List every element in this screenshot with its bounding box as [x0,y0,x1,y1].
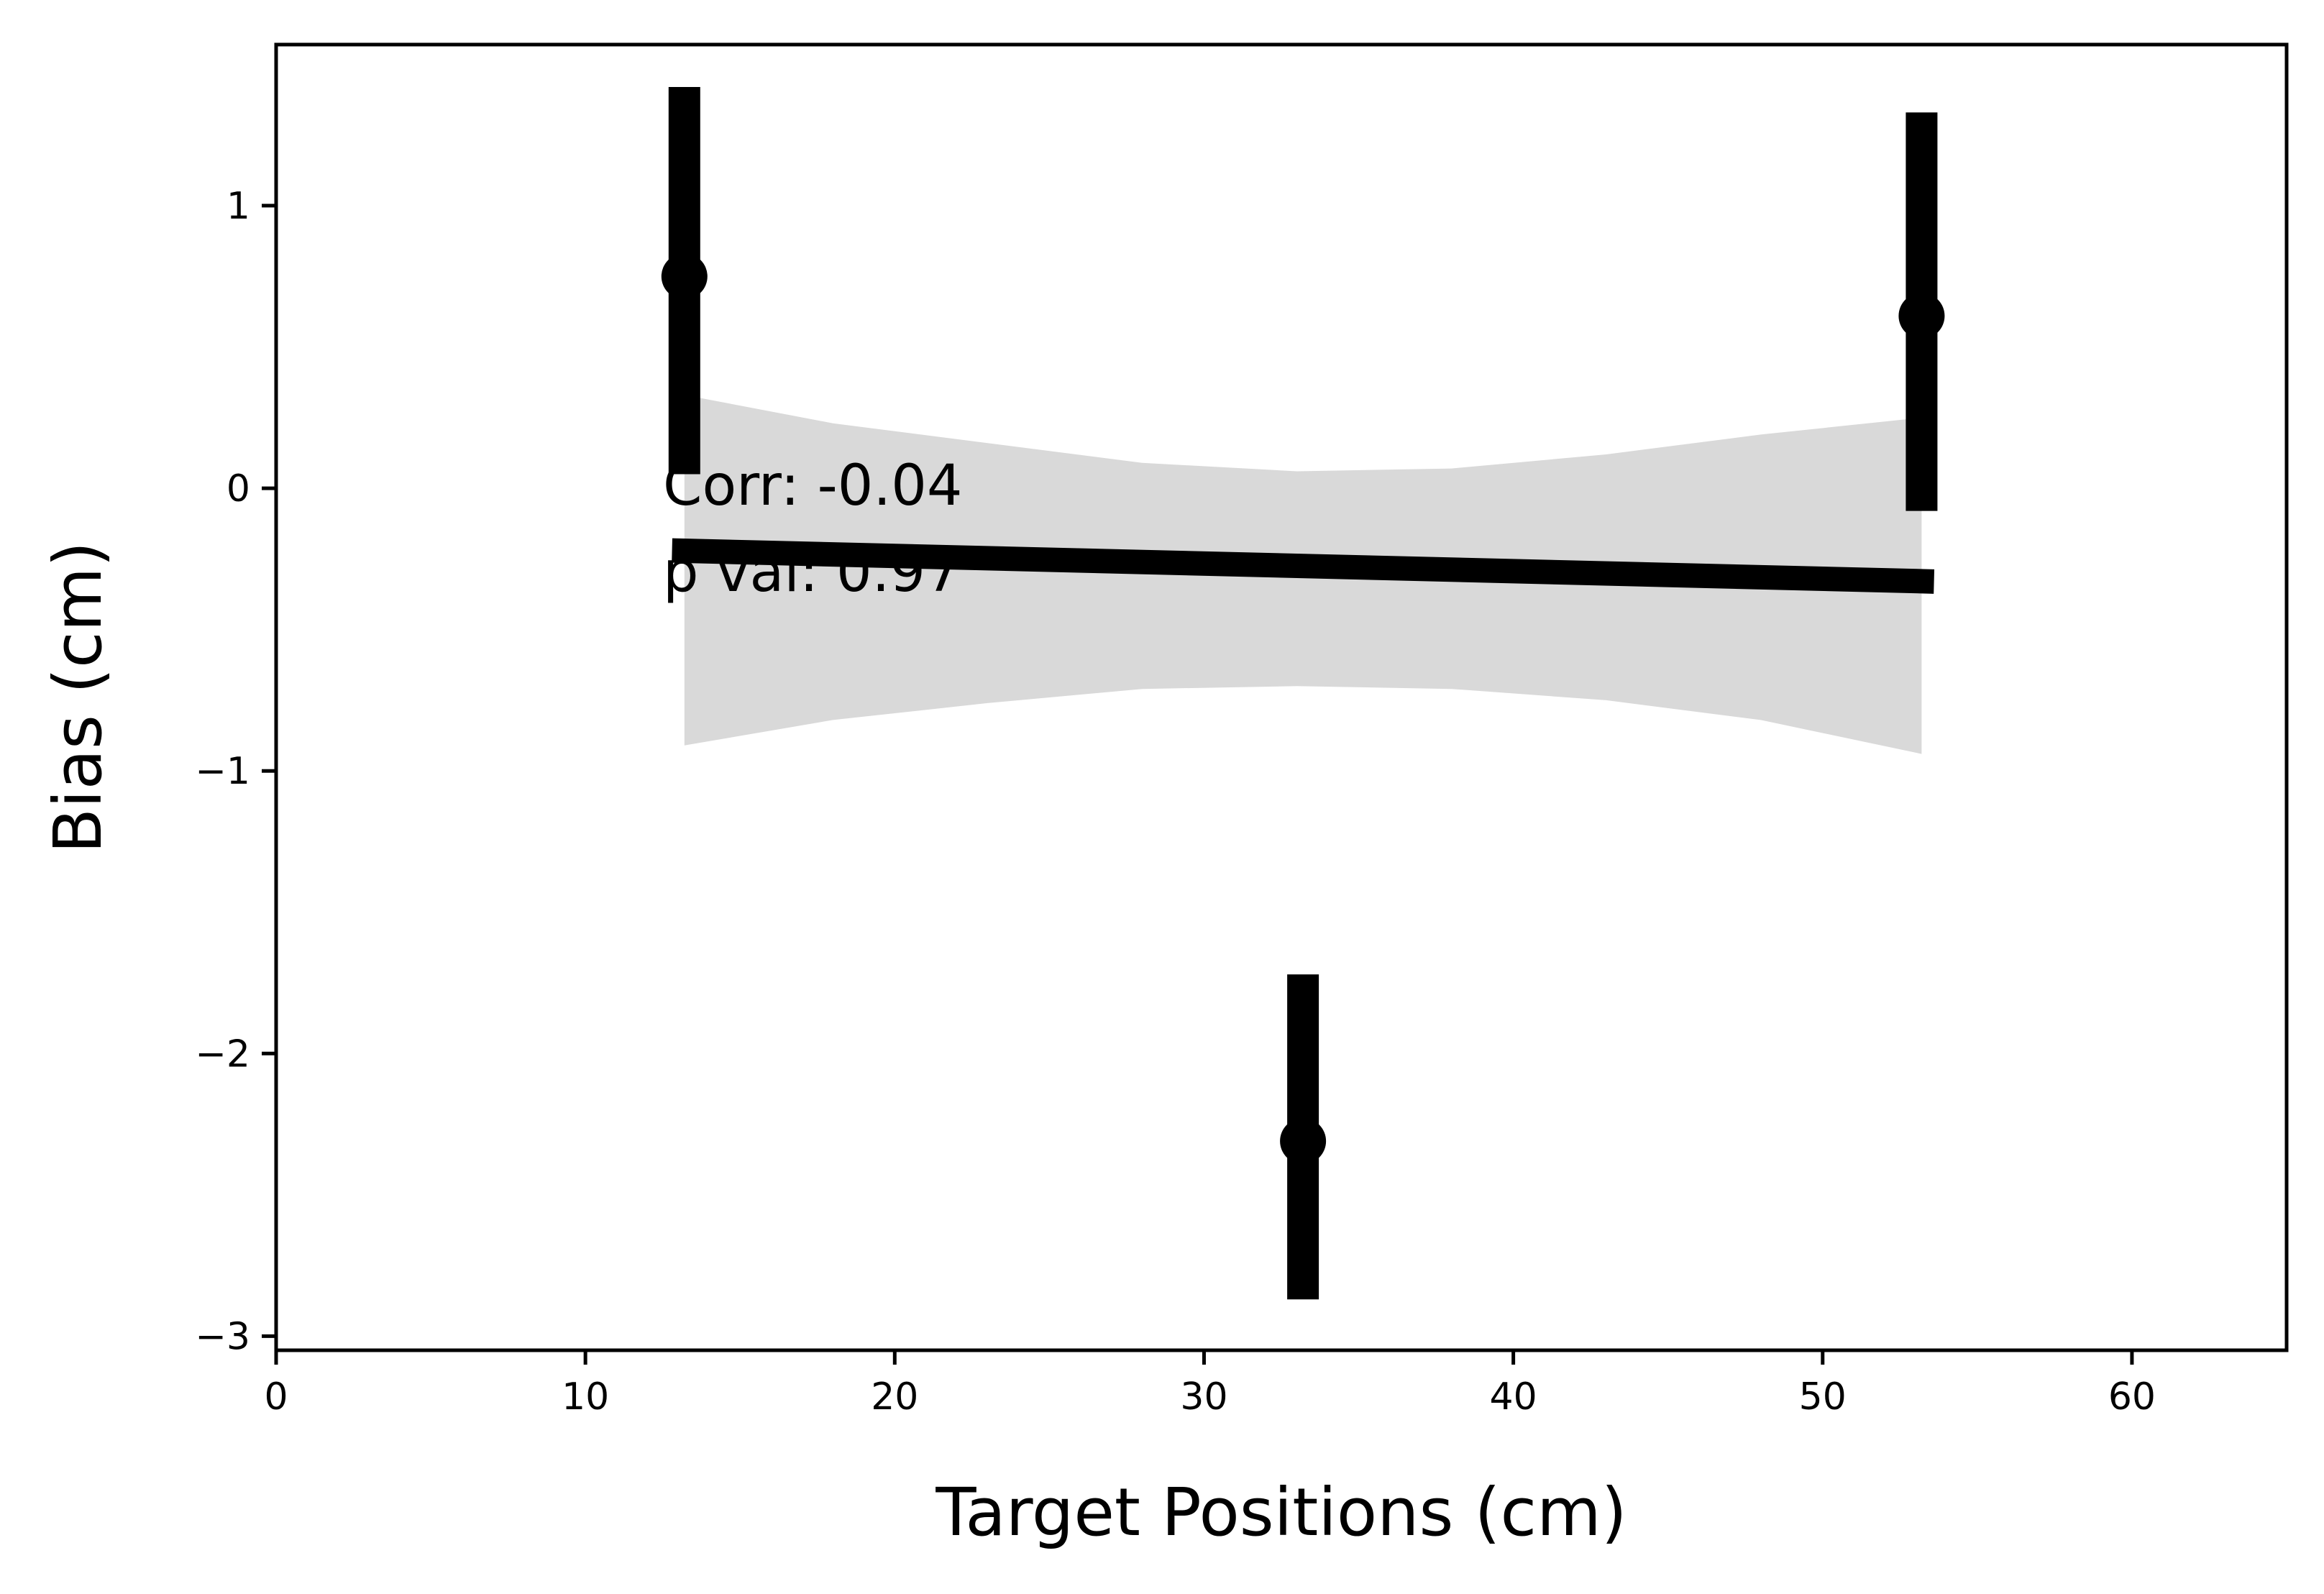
y-tick-label-3: 0 [227,467,250,510]
y-tick-label-1: −2 [195,1032,250,1076]
x-axis-label: Target Positions (cm) [935,1474,1627,1551]
data-points-layer [661,86,1945,1300]
y-tick-label-0: −3 [195,1315,250,1358]
annotation-layer: Corr: -0.04 p val: 0.97 [663,454,962,605]
y-axis: −3 −2 −1 0 1 [195,185,276,1358]
x-tick-label-5: 50 [1799,1375,1847,1419]
regression-line-layer [672,538,1935,594]
corr-annotation: Corr: -0.04 [663,454,962,518]
data-point-1 [1280,1118,1327,1165]
x-tick-label-4: 40 [1490,1375,1537,1419]
plot-frame [274,42,2289,1352]
x-tick-label-1: 10 [562,1375,609,1419]
x-tick-label-0: 0 [264,1375,288,1419]
x-tick-label-2: 20 [871,1375,918,1419]
pval-annotation: p val: 0.97 [663,540,961,605]
y-axis-label: Bias (cm) [40,541,116,853]
x-tick-label-6: 60 [2108,1375,2156,1419]
data-point-0 [661,253,708,300]
data-point-2 [1898,293,1945,339]
x-axis: 0 10 20 30 40 50 60 [264,1350,2156,1419]
y-tick-label-4: 1 [227,185,250,228]
y-tick-label-2: −1 [195,750,250,793]
regression-line [672,538,1935,594]
x-tick-label-3: 30 [1180,1375,1227,1419]
